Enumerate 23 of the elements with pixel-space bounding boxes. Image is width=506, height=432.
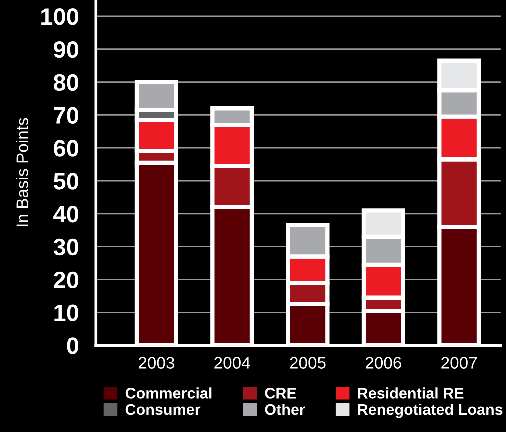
y-tick-label: 80 <box>54 74 79 92</box>
x-tick-label: 2005 <box>290 357 326 369</box>
y-axis-title: In Basis Points <box>16 118 28 226</box>
legend-label: Commercial <box>126 388 212 399</box>
y-tick-label: 50 <box>54 173 79 190</box>
y-tick-label: 40 <box>54 206 79 223</box>
legend-label: Consumer <box>126 404 201 416</box>
legend-label: Other <box>265 404 306 416</box>
y-tick-label: 60 <box>54 140 79 157</box>
y-tick-label: 10 <box>54 304 79 322</box>
y-tick-label: 0 <box>67 338 79 354</box>
y-tick-label: 90 <box>54 41 79 58</box>
x-tick-label: 2003 <box>138 357 174 369</box>
legend-label: CRE <box>265 388 296 399</box>
legend-label: Renegotiated Loans <box>358 404 503 418</box>
y-tick-label: 20 <box>54 272 79 289</box>
x-tick-label: 2006 <box>366 357 402 369</box>
x-tick-label: 2007 <box>442 357 478 369</box>
y-tick-label: 100 <box>42 8 79 26</box>
y-tick-label: 70 <box>54 107 79 124</box>
x-tick-label: 2004 <box>214 357 250 369</box>
legend-label: Residential RE <box>358 388 464 399</box>
y-tick-label: 30 <box>54 238 79 256</box>
